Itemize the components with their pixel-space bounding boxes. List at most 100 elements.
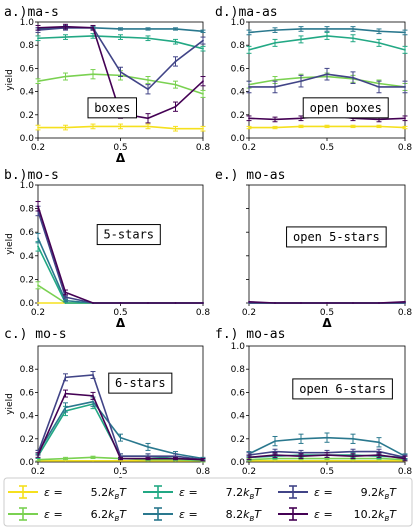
data-point xyxy=(274,29,276,32)
legend-eps: ε = xyxy=(179,486,198,499)
data-point xyxy=(404,300,406,303)
data-point xyxy=(202,302,204,304)
data-point xyxy=(326,302,328,304)
x-tick-label: 0.5 xyxy=(320,143,334,153)
data-point xyxy=(174,105,177,108)
panel-label: a.)ma-s xyxy=(4,5,59,20)
annotation-text: open boxes xyxy=(310,101,382,115)
x-tick-label: 0.2 xyxy=(31,308,45,318)
data-point xyxy=(300,455,302,458)
data-point xyxy=(119,36,122,38)
data-point xyxy=(326,28,328,30)
data-point xyxy=(119,459,122,462)
data-point xyxy=(119,436,122,439)
y-tick-label: 0.2 xyxy=(20,111,34,121)
data-point xyxy=(202,93,204,95)
x-tick-label: 0.2 xyxy=(242,143,256,153)
y-tick-label: 0.6 xyxy=(231,64,246,74)
data-point xyxy=(378,41,380,44)
legend-entry: ε = 8.2kBT xyxy=(143,507,262,523)
data-point xyxy=(352,437,354,440)
x-tick-label: 0.5 xyxy=(320,308,334,318)
data-point xyxy=(37,80,39,83)
x-tick-label: 0.2 xyxy=(31,467,45,477)
data-point xyxy=(92,35,94,37)
y-tick-label: 0.0 xyxy=(20,134,35,144)
data-point xyxy=(64,302,67,304)
data-point xyxy=(352,302,354,304)
data-point xyxy=(352,455,354,458)
data-point xyxy=(37,237,39,240)
data-point xyxy=(404,48,406,51)
data-point xyxy=(378,86,380,88)
data-point xyxy=(202,47,204,50)
data-point xyxy=(174,302,177,304)
legend-entry: ε = 7.2kBT xyxy=(143,485,263,501)
y-tick-label: 0.4 xyxy=(20,412,35,422)
data-point xyxy=(274,454,276,456)
data-point xyxy=(174,83,177,86)
data-point xyxy=(147,125,149,128)
annotation-text: 6-stars xyxy=(115,376,166,390)
data-point xyxy=(352,459,354,462)
x-tick-label: 0.8 xyxy=(196,467,211,477)
panel-label: d.)ma-as xyxy=(215,5,278,20)
data-point xyxy=(174,127,177,130)
data-point xyxy=(147,455,149,458)
data-point xyxy=(300,38,302,41)
data-point xyxy=(274,118,276,121)
data-point xyxy=(92,400,94,403)
data-point xyxy=(352,37,354,40)
panel-label: c.) mo-s xyxy=(4,327,67,342)
y-tick-label: 0.6 xyxy=(20,388,35,398)
legend-value: 6.2kBT xyxy=(91,508,128,523)
y-tick-label: 0.4 xyxy=(20,252,35,262)
legend-entry: ε = 6.2kBT xyxy=(8,507,128,523)
data-point xyxy=(300,451,302,454)
y-tick-label: 0.2 xyxy=(231,111,245,121)
data-point xyxy=(248,126,250,129)
y-tick-label: 0.8 xyxy=(20,365,35,375)
data-point xyxy=(92,125,94,128)
data-point xyxy=(274,41,276,44)
data-point xyxy=(248,86,250,88)
y-tick-label: 0.4 xyxy=(231,88,246,98)
data-point xyxy=(378,459,380,462)
y-tick-label: 0.4 xyxy=(231,412,246,422)
y-axis-label: yield xyxy=(5,233,15,255)
legend: ε = 5.2kBT ε = 6.2kBT ε = 7.2kBT ε = 8.2kBT ε = 9… xyxy=(3,477,413,527)
series-line xyxy=(37,392,204,461)
data-point xyxy=(37,458,39,461)
data-point xyxy=(274,79,276,81)
data-point xyxy=(274,459,276,462)
annotation-text: open 5-stars xyxy=(293,230,380,244)
legend-value: 7.2kBT xyxy=(226,486,263,501)
data-point xyxy=(64,459,67,462)
annotation-box xyxy=(286,226,387,248)
data-point xyxy=(64,376,67,379)
data-point xyxy=(378,125,380,128)
annotation-box xyxy=(292,378,393,400)
annotation-text: boxes xyxy=(94,101,130,115)
data-point xyxy=(300,80,302,83)
data-point xyxy=(378,30,380,33)
data-point xyxy=(248,31,250,34)
data-point xyxy=(326,73,328,76)
x-axis-label: Δ xyxy=(116,316,126,330)
data-point xyxy=(174,457,177,460)
legend-value: 5.2kBT xyxy=(91,486,128,501)
data-point xyxy=(404,117,406,120)
data-point xyxy=(147,446,149,448)
data-point xyxy=(248,48,250,51)
data-point xyxy=(92,26,94,29)
data-point xyxy=(64,406,67,409)
y-tick-label: 0.8 xyxy=(231,41,246,51)
data-point xyxy=(404,126,406,129)
y-tick-label: 0.0 xyxy=(20,299,35,309)
data-point xyxy=(64,299,67,302)
legend-entry: ε = 10.2kBT xyxy=(278,507,397,523)
x-tick-label: 0.5 xyxy=(113,308,127,318)
